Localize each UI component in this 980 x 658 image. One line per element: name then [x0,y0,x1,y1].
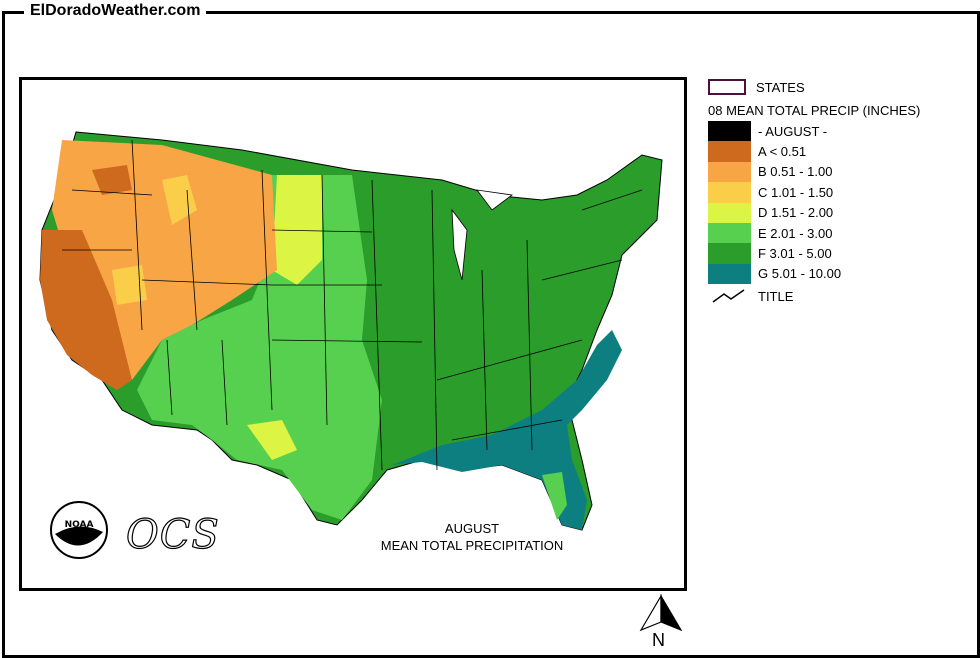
title-line-icon [712,289,745,303]
caption-line1: AUGUST [444,521,500,536]
legend-swatch [708,222,751,244]
legend: STATES 08 MEAN TOTAL PRECIP (INCHES) - A… [708,77,968,306]
legend-swatch [708,202,751,223]
legend-item: F 3.01 - 5.00 [708,243,968,264]
zone-d-tx [247,420,297,460]
state-lines [62,139,643,471]
noaa-logo: NOAA [50,501,108,559]
legend-item-label: - AUGUST - [758,123,828,139]
ocs-logo: OCS [125,511,220,558]
legend-swatch [708,182,751,203]
legend-item: E 2.01 - 3.00 [708,222,968,244]
caption-line2: MEAN TOTAL PRECIPITATION [380,538,564,553]
zone-a [40,230,132,390]
legend-states-row: STATES [708,77,968,97]
north-label: N [652,630,665,650]
legend-title-row: TITLE [708,286,968,306]
site-title[interactable]: ElDoradoWeather.com [24,2,207,20]
legend-header: 08 MEAN TOTAL PRECIP (INCHES) [708,103,921,118]
legend-item-label: D 1.51 - 2.00 [758,205,834,221]
zone-d [272,175,322,285]
legend-item: - AUGUST - [708,121,968,142]
legend-item: B 0.51 - 1.00 [708,161,968,183]
outer-frame [2,11,980,658]
map-frame: NOAA OCS AUGUST MEAN TOTAL PRECIPITATION [19,77,687,591]
legend-swatch [708,263,751,285]
legend-items: - AUGUST - A < 0.51 B 0.51 - 1.00 C 1.01 - … [708,121,968,285]
us-precip-map [39,131,663,531]
zone-f-fl [542,472,567,520]
legend-item-label: A < 0.51 [758,144,807,160]
states-swatch [708,79,746,95]
legend-item: A < 0.51 [708,141,968,162]
legend-item-label: B 0.51 - 1.00 [758,164,833,180]
legend-swatch [708,141,751,162]
great-lakes [451,189,514,281]
title-label: TITLE [758,288,794,304]
legend-item-label: E 2.01 - 3.00 [758,225,833,241]
north-arrow-icon [639,594,683,632]
map-caption: AUGUST MEAN TOTAL PRECIPITATION [352,520,592,554]
legend-item-label: G 5.01 - 10.00 [758,266,842,282]
legend-swatch [708,161,751,183]
zone-c2 [112,265,147,305]
legend-item: D 1.51 - 2.00 [708,202,968,223]
legend-item-label: C 1.01 - 1.50 [758,184,834,200]
states-label: STATES [756,79,805,95]
legend-item: G 5.01 - 10.00 [708,263,968,285]
zone-a2 [92,165,132,195]
legend-item-label: F 3.01 - 5.00 [758,246,832,262]
noaa-logo-text: NOAA [65,520,94,530]
legend-swatch [708,243,751,264]
legend-item: C 1.01 - 1.50 [708,182,968,203]
legend-swatch [708,121,751,142]
